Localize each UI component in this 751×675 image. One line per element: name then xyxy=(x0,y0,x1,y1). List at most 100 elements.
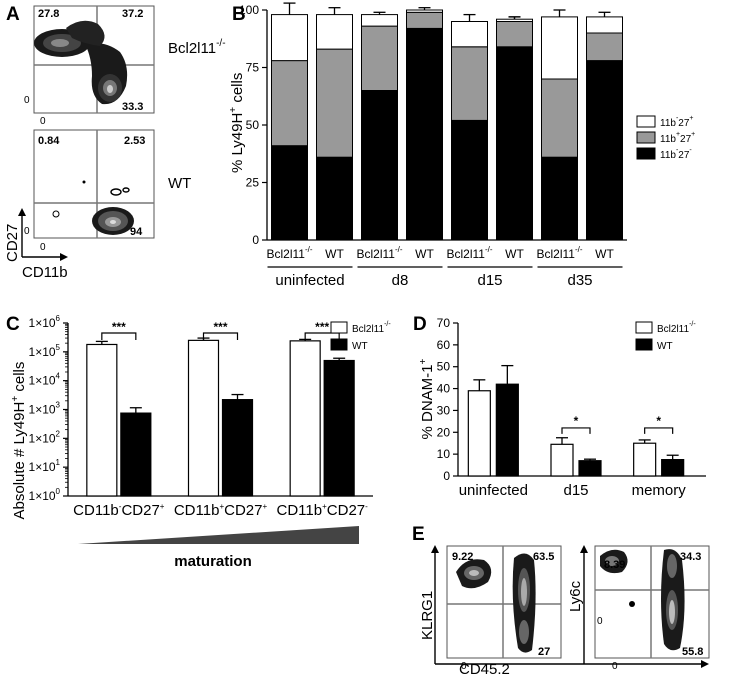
bar xyxy=(289,340,321,497)
panel-e-right-plot: 8.39 34.3 55.8 0 0 xyxy=(594,545,710,672)
maturation-wedge xyxy=(78,526,359,544)
category-label: Bcl2l11-/- xyxy=(266,245,312,261)
group-label: d35 xyxy=(567,272,592,289)
legend-swatch xyxy=(635,338,653,351)
category-label: CD11b-CD27+ xyxy=(73,502,165,519)
significance-bracket xyxy=(101,332,137,340)
bar-segment xyxy=(541,16,578,80)
bar xyxy=(633,442,657,477)
y-tick-label: 75 xyxy=(246,61,260,75)
panel-a-axis-arrows xyxy=(18,208,68,261)
y-tick-label: 1×103 xyxy=(29,401,61,417)
bar xyxy=(661,459,685,477)
y-tick-label: 25 xyxy=(246,176,260,190)
bar-segment xyxy=(586,32,623,62)
y-tick-label: 60 xyxy=(437,338,451,352)
quadrant-tr-value: 2.53 xyxy=(124,135,145,147)
bar xyxy=(467,390,491,477)
y-tick-label: 1×102 xyxy=(29,429,61,445)
group-label: d15 xyxy=(477,272,502,289)
group-label: d8 xyxy=(392,272,409,289)
significance-bracket xyxy=(304,332,340,340)
flow-frame xyxy=(33,129,155,239)
panel-e-label: E xyxy=(412,524,425,545)
bar-segment xyxy=(361,25,398,92)
contour-cluster xyxy=(34,20,128,105)
significance-bracket xyxy=(561,427,591,434)
y-axis-label: Absolute # Ly49H+ cells xyxy=(10,362,28,520)
significance-marker: *** xyxy=(112,320,126,334)
bar xyxy=(323,359,355,497)
legend-label: WT xyxy=(352,341,368,352)
bar-segment xyxy=(451,119,488,241)
legend-swatch xyxy=(636,131,656,144)
legend-label: Bcl2l11-/- xyxy=(657,321,696,335)
panel-e-right-ylabel: Ly6c xyxy=(567,580,584,612)
category-label: Bcl2l11-/- xyxy=(536,245,582,261)
legend-label: 11b+27+ xyxy=(660,131,695,145)
bar-segment xyxy=(316,48,353,158)
bar xyxy=(550,443,574,477)
panel-a-top-label: Bcl2l11-/- xyxy=(168,38,226,57)
panel-a-xlabel: CD11b xyxy=(22,264,68,281)
y-tick-label: 100 xyxy=(239,3,259,17)
contour-cluster xyxy=(52,180,134,235)
bar xyxy=(495,383,519,477)
panel-a-bottom-plot: 0.84 2.53 94 0 0 xyxy=(24,129,155,253)
panel-a-bottom-label: WT xyxy=(168,175,191,192)
bar xyxy=(221,399,254,497)
y-tick-label: 1×104 xyxy=(29,372,61,388)
y-tick-label: 50 xyxy=(437,360,451,374)
significance-marker: *** xyxy=(315,320,329,334)
quadrant-tl-value: 27.8 xyxy=(38,8,59,20)
y-tick-label: 1×100 xyxy=(29,487,61,503)
y-tick-label: 1×101 xyxy=(29,458,61,474)
quadrant-br-value: 94 xyxy=(130,226,143,238)
legend-label: 11b-27+ xyxy=(660,115,694,129)
y-tick-label: 0 xyxy=(252,233,259,247)
significance-marker: * xyxy=(574,414,579,428)
quadrant-tr-value: 34.3 xyxy=(680,551,701,563)
category-label: CD11b+CD27+ xyxy=(174,502,268,519)
bar-segment xyxy=(541,78,578,158)
x-zero-tick: 0 xyxy=(40,116,46,127)
category-label: CD11b+CD27- xyxy=(277,502,369,519)
panel-e-left-plot: 9.22 63.5 27 0 xyxy=(446,545,562,672)
legend-swatch xyxy=(636,115,656,128)
category-label: Bcl2l11-/- xyxy=(446,245,492,261)
category-label: memory xyxy=(632,482,687,499)
y-tick-label: 1×106 xyxy=(29,314,61,330)
y-zero-tick: 0 xyxy=(24,226,30,237)
category-label: WT xyxy=(595,247,614,261)
bar-segment xyxy=(316,156,353,241)
panel-a-label: A xyxy=(6,4,20,25)
legend-label: 11b-27- xyxy=(660,147,692,161)
y-zero-tick: 0 xyxy=(24,95,30,106)
panel-e-left-ylabel: KLRG1 xyxy=(419,591,436,640)
bar-segment xyxy=(586,16,623,34)
bar-segment xyxy=(406,27,443,241)
panel-b-chart: 0 25 50 75 100 Bcl2l11-/- WT Bcl2l11-/- WT Bcl2l1… xyxy=(228,2,695,289)
quadrant-tr-value: 63.5 xyxy=(533,551,554,563)
flow-frame xyxy=(33,5,155,114)
bar-segment xyxy=(496,21,533,48)
bar-segment xyxy=(586,60,623,241)
bar-segment xyxy=(451,46,488,121)
bar-segment xyxy=(496,46,533,241)
y-tick-label: 0 xyxy=(443,469,450,483)
y-axis-label: % DNAM-1+ xyxy=(418,358,436,439)
panel-b-label: B xyxy=(232,4,246,25)
bar-segment xyxy=(271,14,308,62)
x-zero-tick: 0 xyxy=(40,242,46,253)
bar xyxy=(578,460,602,477)
x-axis-label: maturation xyxy=(174,553,252,570)
contour-cluster xyxy=(456,553,536,653)
flow-frame xyxy=(594,545,710,659)
significance-marker: * xyxy=(656,414,661,428)
legend-swatch xyxy=(635,321,653,334)
contour-cluster xyxy=(600,549,685,651)
legend-swatch xyxy=(330,321,348,334)
y-tick-label: 20 xyxy=(437,425,451,439)
quadrant-br-value: 55.8 xyxy=(682,646,703,658)
bar-segment xyxy=(271,60,308,147)
